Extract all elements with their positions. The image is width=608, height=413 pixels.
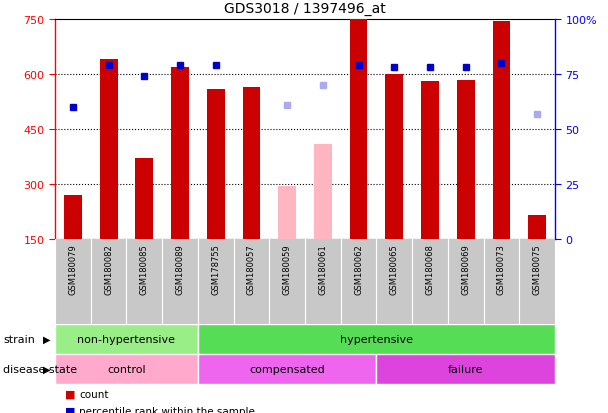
Bar bbox=[457, 80, 475, 240]
Bar bbox=[314, 144, 332, 240]
Bar bbox=[198, 354, 376, 384]
Bar bbox=[421, 82, 439, 240]
Text: GSM180079: GSM180079 bbox=[68, 244, 77, 294]
Text: ■: ■ bbox=[64, 406, 75, 413]
Text: GSM180065: GSM180065 bbox=[390, 244, 399, 294]
Text: count: count bbox=[79, 389, 109, 399]
Bar bbox=[385, 75, 403, 240]
Text: GSM180061: GSM180061 bbox=[319, 244, 327, 294]
Text: GSM180057: GSM180057 bbox=[247, 244, 256, 294]
Bar bbox=[376, 354, 555, 384]
Text: non-hypertensive: non-hypertensive bbox=[77, 334, 176, 344]
Bar bbox=[171, 67, 189, 240]
Text: disease state: disease state bbox=[3, 364, 77, 374]
Bar bbox=[278, 186, 296, 240]
Text: control: control bbox=[107, 364, 146, 374]
Text: percentile rank within the sample: percentile rank within the sample bbox=[79, 406, 255, 413]
Bar bbox=[55, 324, 198, 354]
Text: GSM180075: GSM180075 bbox=[533, 244, 542, 294]
Bar bbox=[136, 159, 153, 240]
Text: GSM180082: GSM180082 bbox=[104, 244, 113, 294]
Text: strain: strain bbox=[3, 334, 35, 344]
Text: GSM178755: GSM178755 bbox=[211, 244, 220, 294]
Bar bbox=[492, 22, 510, 240]
Title: GDS3018 / 1397496_at: GDS3018 / 1397496_at bbox=[224, 2, 386, 16]
Text: GSM180073: GSM180073 bbox=[497, 244, 506, 294]
Text: GSM180069: GSM180069 bbox=[461, 244, 470, 294]
Bar bbox=[528, 216, 546, 240]
Text: GSM180059: GSM180059 bbox=[283, 244, 292, 294]
Text: GSM180062: GSM180062 bbox=[354, 244, 363, 294]
Text: ▶: ▶ bbox=[43, 364, 50, 374]
Bar bbox=[55, 354, 198, 384]
Bar bbox=[198, 324, 555, 354]
Text: ▶: ▶ bbox=[43, 334, 50, 344]
Bar bbox=[243, 88, 260, 240]
Text: hypertensive: hypertensive bbox=[340, 334, 413, 344]
Text: ■: ■ bbox=[64, 389, 75, 399]
Bar bbox=[207, 90, 224, 240]
Bar bbox=[64, 195, 82, 240]
Text: GSM180085: GSM180085 bbox=[140, 244, 149, 294]
Text: GSM180089: GSM180089 bbox=[176, 244, 184, 294]
Bar bbox=[100, 60, 117, 240]
Bar bbox=[350, 16, 367, 240]
Text: GSM180068: GSM180068 bbox=[426, 244, 435, 294]
Text: compensated: compensated bbox=[249, 364, 325, 374]
Text: failure: failure bbox=[448, 364, 483, 374]
